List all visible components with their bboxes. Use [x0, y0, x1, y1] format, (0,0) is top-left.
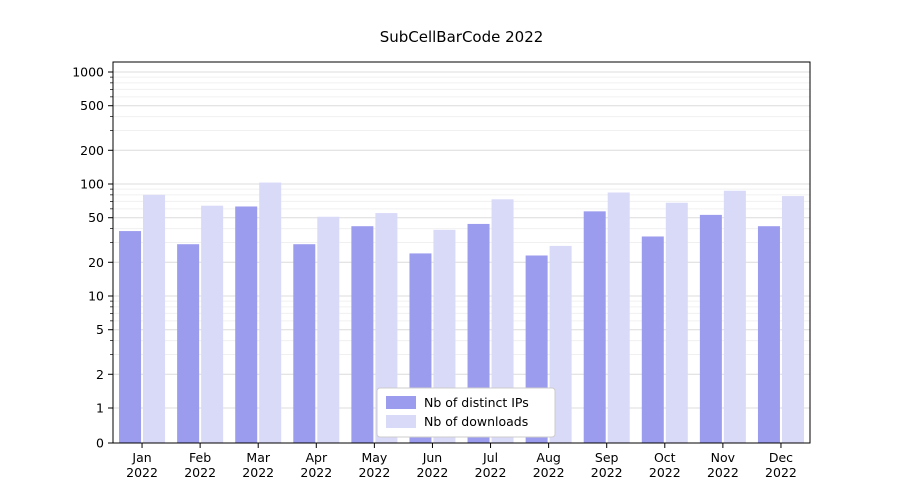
y-tick-label: 2 — [96, 367, 104, 382]
y-tick-label: 100 — [80, 177, 104, 192]
bar-feb-ips — [177, 244, 200, 443]
x-tick-label-month: Aug — [536, 450, 560, 465]
bar-apr-downloads — [317, 216, 340, 443]
x-tick-label-year: 2022 — [649, 465, 681, 480]
x-tick-label-year: 2022 — [184, 465, 216, 480]
plot-border — [112, 61, 811, 444]
x-tick-label-month: Feb — [189, 450, 211, 465]
x-tick-label-month: Oct — [654, 450, 676, 465]
bar-mar-ips — [235, 206, 258, 443]
y-tick-label: 20 — [88, 255, 104, 270]
bar-dec-ips — [757, 226, 780, 443]
x-tick-label-year: 2022 — [126, 465, 158, 480]
x-tick-label-year: 2022 — [707, 465, 739, 480]
x-tick-label-year: 2022 — [591, 465, 623, 480]
y-tick-label: 0 — [96, 436, 104, 451]
legend-label: Nb of distinct IPs — [424, 395, 529, 410]
bar-jan-downloads — [143, 194, 166, 443]
x-axis: Jan2022Feb2022Mar2022Apr2022May2022Jun20… — [126, 443, 797, 480]
bar-nov-ips — [699, 214, 722, 443]
x-tick-label-month: Jul — [482, 450, 498, 465]
y-tick-label: 1000 — [72, 65, 104, 80]
y-minor-ticks — [110, 76, 113, 355]
x-tick-label-year: 2022 — [300, 465, 332, 480]
x-tick-label-month: Nov — [711, 450, 736, 465]
y-tick-label: 1 — [96, 401, 104, 416]
bar-dec-downloads — [781, 196, 804, 443]
legend-box — [376, 387, 556, 438]
x-tick-label-month: Jun — [422, 450, 443, 465]
bar-jul-downloads — [491, 199, 514, 443]
x-tick-label-month: Apr — [305, 450, 327, 465]
legend: Nb of distinct IPs Nb of downloads — [376, 387, 556, 438]
x-tick-label-month: Mar — [246, 450, 270, 465]
x-tick-label-year: 2022 — [765, 465, 797, 480]
y-axis: 0 1 2 5 10 20 50 100 200 500 1000 — [72, 65, 113, 451]
x-tick-label-year: 2022 — [358, 465, 390, 480]
chart-title: SubCellBarCode 2022 — [379, 28, 544, 46]
bar-sep-ips — [583, 211, 606, 443]
legend-swatch — [386, 396, 416, 409]
x-tick-label-month: May — [361, 450, 387, 465]
y-tick-label: 5 — [96, 322, 104, 337]
bar-oct-ips — [641, 236, 664, 443]
bar-may-downloads — [375, 213, 398, 443]
legend-label: Nb of downloads — [424, 414, 528, 429]
y-tick-label: 50 — [88, 210, 104, 225]
bar-oct-downloads — [665, 202, 688, 443]
y-tick-label: 10 — [88, 289, 104, 304]
bar-sep-downloads — [607, 192, 630, 443]
x-tick-label-year: 2022 — [242, 465, 274, 480]
minor-gridlines — [113, 76, 810, 356]
legend-swatch — [386, 415, 416, 428]
x-tick-label-month: Jan — [131, 450, 151, 465]
bar-mar-downloads — [259, 182, 282, 443]
bar-jan-ips — [119, 231, 142, 443]
bar-feb-downloads — [201, 205, 224, 443]
series-downloads — [143, 182, 804, 443]
x-tick-label-year: 2022 — [533, 465, 565, 480]
bar-apr-ips — [293, 244, 316, 443]
y-tick-label: 200 — [80, 143, 104, 158]
x-tick-label-month: Dec — [769, 450, 793, 465]
x-tick-label-month: Sep — [595, 450, 619, 465]
bar-nov-downloads — [723, 190, 746, 443]
x-tick-label-year: 2022 — [475, 465, 507, 480]
y-tick-label: 500 — [80, 98, 104, 113]
x-tick-label-year: 2022 — [417, 465, 449, 480]
bar-may-ips — [351, 226, 374, 443]
